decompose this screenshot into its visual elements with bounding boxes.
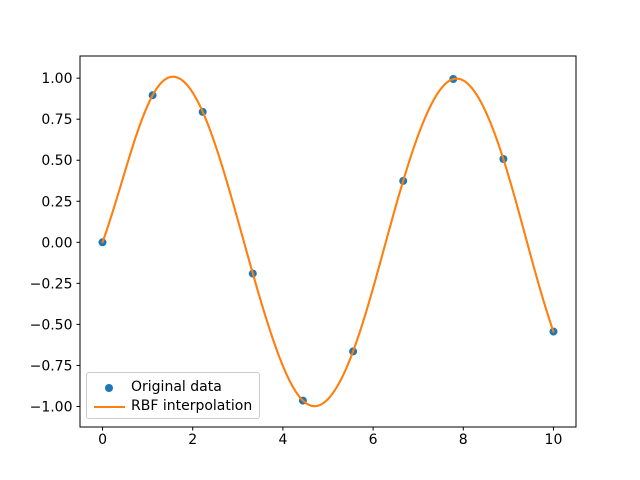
legend-entry-original-data: Original data [87,378,259,397]
y-tick-label: −1.00 [30,399,73,415]
legend-label-rbf-interpolation: RBF interpolation [131,398,253,414]
y-tick-label: −0.75 [30,358,73,374]
legend-entry-rbf-interpolation: RBF interpolation [87,397,259,416]
scatter-marker-icon [105,383,113,392]
y-tick-label: −0.25 [30,276,73,292]
y-tick-label: 0.00 [41,235,72,251]
legend-label-original-data: Original data [131,379,222,395]
x-tick-label: 2 [188,432,197,448]
legend: Original data RBF interpolation [86,372,260,419]
x-tick-label: 4 [278,432,287,448]
x-tick-label: 10 [545,432,563,448]
y-tick-label: 1.00 [41,71,72,87]
legend-marker-area [87,405,131,408]
y-tick-label: −0.50 [30,317,73,333]
y-tick-label: 0.25 [41,194,72,210]
line-sample-icon [93,405,125,408]
x-tick-label: 0 [98,432,107,448]
legend-marker-area [87,383,131,392]
x-tick-label: 6 [369,432,378,448]
plot-border [79,55,577,428]
y-tick-label: 0.50 [41,153,72,169]
x-tick-label: 8 [459,432,468,448]
rbf-curve [101,75,555,408]
y-tick-label: 0.75 [41,112,72,128]
